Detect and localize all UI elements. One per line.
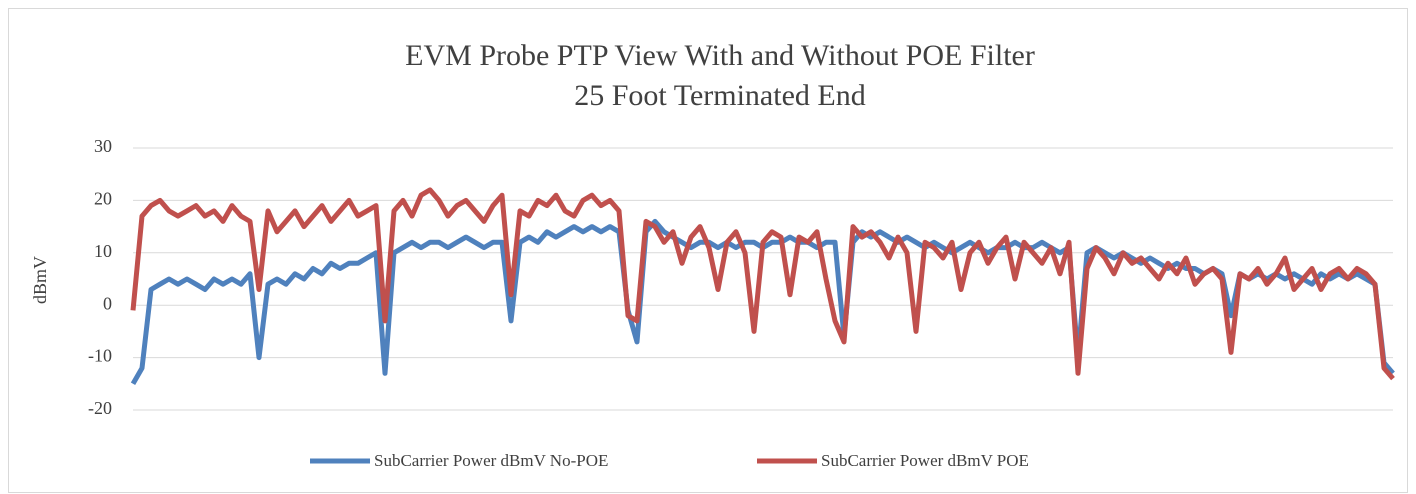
legend-label: SubCarrier Power dBmV No-POE bbox=[374, 451, 608, 470]
y-tick-label: -10 bbox=[88, 346, 112, 366]
y-tick-label: 10 bbox=[94, 241, 112, 261]
y-tick-label: 0 bbox=[103, 293, 112, 313]
chart-title: EVM Probe PTP View With and Without POE … bbox=[405, 39, 1035, 72]
data-line bbox=[130, 187, 1395, 381]
legend-label: SubCarrier Power dBmV POE bbox=[821, 451, 1029, 470]
y-tick-label: -20 bbox=[88, 398, 112, 418]
y-axis-label: dBmV bbox=[30, 256, 50, 304]
chart-subtitle: 25 Foot Terminated End bbox=[574, 79, 865, 112]
y-tick-label: 30 bbox=[94, 136, 112, 156]
y-tick-label: 20 bbox=[94, 189, 112, 209]
